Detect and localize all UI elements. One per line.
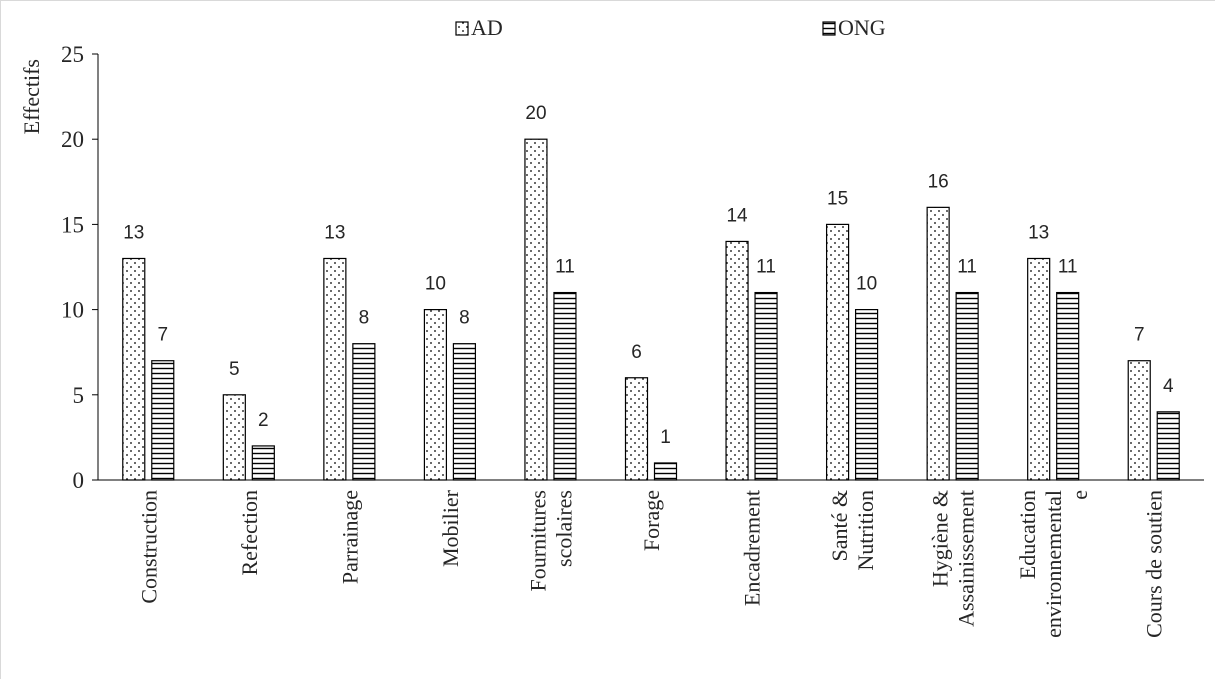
- x-tick-label: Mobilier: [438, 489, 463, 567]
- data-label: 7: [157, 325, 168, 346]
- data-label: 7: [1134, 325, 1145, 346]
- x-tick-label: Education environnemental e: [1015, 490, 1092, 638]
- x-tick-label: Refection: [237, 490, 262, 576]
- data-label: 10: [856, 274, 877, 295]
- data-label: 1: [660, 427, 671, 448]
- legend-swatch-ad: [455, 21, 469, 36]
- bar-ad: [624, 377, 649, 481]
- x-tick-label: Construction: [136, 490, 161, 604]
- x-tick-label-line: Refection: [237, 490, 262, 576]
- data-label: 14: [726, 205, 748, 226]
- x-axis: Construction Refection Parrainage Mobilier F…: [98, 479, 1204, 638]
- data-label: 13: [1028, 222, 1049, 243]
- bar-ong: [653, 462, 678, 481]
- data-label: 11: [555, 257, 575, 278]
- x-tick-label-line: Forage: [639, 490, 664, 551]
- bar-ong: [955, 291, 979, 481]
- data-label: 16: [928, 171, 949, 192]
- bar-ong: [352, 343, 376, 481]
- x-tick-label-line: Hygiène &: [928, 490, 953, 587]
- bar-ad: [122, 257, 146, 481]
- x-tick-label: Parrainage: [337, 490, 362, 584]
- y-tick-label: 10: [61, 298, 84, 323]
- x-tick-label-line: Fournitures: [525, 490, 550, 591]
- y-tick-label: 15: [61, 212, 84, 237]
- legend: AD ONG: [455, 15, 886, 40]
- bar-ong: [251, 445, 275, 481]
- x-tick-label-line: Cours de soutien: [1142, 490, 1167, 638]
- data-label: 11: [756, 257, 776, 278]
- bar-ad: [825, 223, 850, 481]
- bar-ad: [1027, 257, 1051, 481]
- x-tick-label-line: environnemental: [1041, 490, 1066, 638]
- bar-ad: [323, 257, 347, 481]
- x-tick-label-line: scolaires: [551, 490, 576, 567]
- y-tick-label: 5: [73, 383, 85, 408]
- x-tick-label: Fournitures scolaires: [525, 490, 576, 591]
- y-axis: 0 5 10 15 20 25 Effectifs: [19, 42, 99, 493]
- data-label: 11: [1058, 257, 1078, 278]
- x-tick-label: Santé & Nutrition: [827, 490, 878, 571]
- data-label: 2: [258, 410, 269, 431]
- bars: [122, 138, 1180, 481]
- data-label: 6: [631, 342, 642, 363]
- y-axis-label: Effectifs: [19, 59, 44, 134]
- bar-ong: [1156, 411, 1180, 481]
- legend-swatch-ong: [822, 21, 836, 36]
- x-tick-label-line: e: [1067, 490, 1092, 500]
- bar-ong: [452, 343, 477, 481]
- x-tick-label: Cours de soutien: [1142, 490, 1167, 638]
- data-label: 13: [123, 222, 144, 243]
- data-label: 13: [324, 222, 345, 243]
- data-label: 10: [425, 274, 446, 295]
- bar-ong: [1056, 291, 1080, 481]
- x-tick-label: Forage: [639, 490, 664, 551]
- y-tick-label: 25: [61, 42, 84, 67]
- x-tick-label-line: Mobilier: [438, 489, 463, 567]
- bar-ad: [1127, 360, 1151, 481]
- data-label: 11: [957, 257, 977, 278]
- x-tick-label: Encadrement: [740, 490, 765, 606]
- bar-ong: [553, 291, 577, 481]
- y-tick-label: 0: [73, 468, 85, 493]
- legend-label-ong: ONG: [838, 15, 886, 40]
- x-tick-label-line: Construction: [136, 490, 161, 604]
- x-tick-label-line: Education: [1015, 490, 1040, 579]
- data-label: 5: [229, 359, 240, 380]
- x-tick-label: Hygiène & Assainissement: [928, 490, 979, 627]
- x-tick-label-line: Assainissement: [954, 490, 979, 627]
- data-label: 20: [525, 103, 546, 124]
- data-label: 15: [827, 188, 848, 209]
- bar-ad: [222, 394, 246, 481]
- x-tick-label-line: Encadrement: [740, 490, 765, 606]
- bar-ong: [854, 309, 879, 481]
- bar-ad: [423, 309, 448, 481]
- data-label: 8: [359, 308, 370, 329]
- data-label: 4: [1163, 376, 1174, 397]
- bar-ad: [926, 206, 950, 481]
- y-tick-label: 20: [61, 127, 84, 152]
- legend-label-ad: AD: [471, 15, 503, 40]
- x-tick-label-line: Nutrition: [853, 490, 878, 571]
- bar-ong: [754, 291, 778, 481]
- x-tick-label-line: Santé &: [827, 490, 852, 562]
- x-tick-label-line: Parrainage: [337, 490, 362, 584]
- bar-ad: [524, 138, 548, 481]
- data-label: 8: [459, 308, 470, 329]
- bar-ad: [725, 240, 749, 481]
- bar-ong: [151, 360, 175, 481]
- data-labels: 13 7 5 2 13 8 10 8 20 11 6 1 14 11 15 10 16 11 13 11 7 4: [123, 103, 1174, 448]
